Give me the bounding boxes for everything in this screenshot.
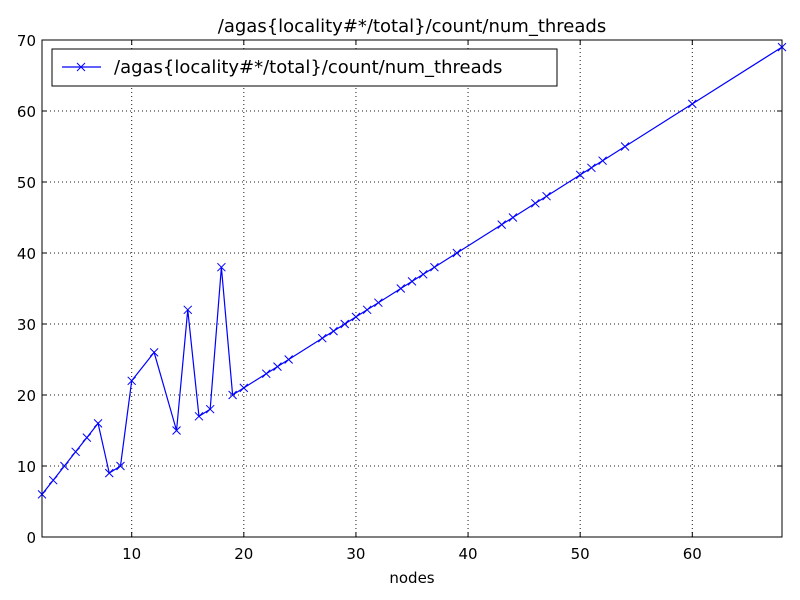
data-point-marker [620, 142, 630, 151]
data-point-marker [497, 220, 507, 229]
data-point-marker [228, 390, 237, 400]
data-point-marker [104, 468, 114, 478]
x-tick-label: 60 [683, 545, 702, 563]
chart-title: /agas{locality#*/total}/count/num_thread… [218, 16, 606, 37]
series-line [41, 46, 783, 495]
data-point-marker [284, 355, 294, 364]
data-point-marker [239, 383, 249, 393]
data-point-marker [575, 170, 585, 180]
data-point-marker [194, 411, 204, 421]
grid-lines [42, 40, 782, 537]
data-point-marker [396, 284, 406, 293]
data-point-marker [261, 369, 271, 379]
data-point-marker [317, 333, 327, 343]
data-point-marker [127, 376, 137, 386]
data-point-marker [116, 461, 125, 471]
legend-x-marker-icon [76, 62, 86, 72]
data-point-marker [362, 305, 372, 315]
data-point-marker [777, 42, 787, 52]
y-tick-label: 50 [17, 174, 36, 192]
y-tick-label: 20 [17, 387, 36, 405]
data-point-marker [60, 461, 69, 471]
data-point-marker [508, 213, 518, 222]
data-point-marker [329, 326, 338, 336]
x-tick-label: 20 [234, 545, 253, 563]
y-tick-label: 10 [17, 458, 36, 476]
data-point-marker [71, 447, 80, 457]
data-point-marker [93, 419, 103, 428]
y-axis-ticks: 0 10 20 30 40 50 60 70 [17, 32, 782, 547]
data-point-marker [374, 298, 383, 308]
legend-box [51, 48, 558, 87]
plot-area-frame [41, 39, 783, 538]
data-point-marker [598, 156, 607, 166]
y-tick-label: 0 [26, 529, 36, 547]
data-point-marker [172, 426, 181, 435]
data-point-marker [430, 262, 439, 272]
series-layer [37, 42, 787, 499]
data-point-marker [542, 191, 551, 201]
data-point-marker [452, 248, 462, 258]
x-tick-label: 50 [571, 545, 590, 563]
x-tick-label: 40 [459, 545, 478, 563]
x-tick-label: 30 [346, 545, 365, 563]
data-point-marker [418, 269, 428, 279]
data-point-marker [587, 163, 596, 173]
data-point-marker [530, 198, 540, 208]
x-axis-ticks: 10 20 30 40 50 60 [122, 40, 702, 563]
x-axis-label: nodes [389, 569, 434, 587]
data-point-marker [205, 404, 215, 414]
data-point-marker [48, 475, 58, 485]
y-tick-label: 70 [17, 32, 36, 50]
data-point-marker [82, 433, 92, 442]
data-point-marker [37, 490, 47, 499]
data-point-marker [407, 277, 417, 286]
data-point-marker [351, 312, 361, 322]
chart-legend: /agas{locality#*/total}/count/num_thread… [51, 48, 558, 87]
y-tick-label: 30 [17, 316, 36, 334]
y-tick-label: 40 [17, 245, 36, 263]
data-point-marker [149, 348, 159, 357]
data-point-marker [273, 362, 282, 371]
x-tick-label: 10 [122, 545, 141, 563]
data-point-marker [183, 305, 193, 315]
data-point-marker [217, 262, 226, 272]
y-tick-label: 60 [17, 103, 36, 121]
legend-series-label: /agas{locality#*/total}/count/num_thread… [114, 57, 502, 78]
data-point-marker [687, 99, 697, 109]
data-point-marker [340, 319, 350, 329]
